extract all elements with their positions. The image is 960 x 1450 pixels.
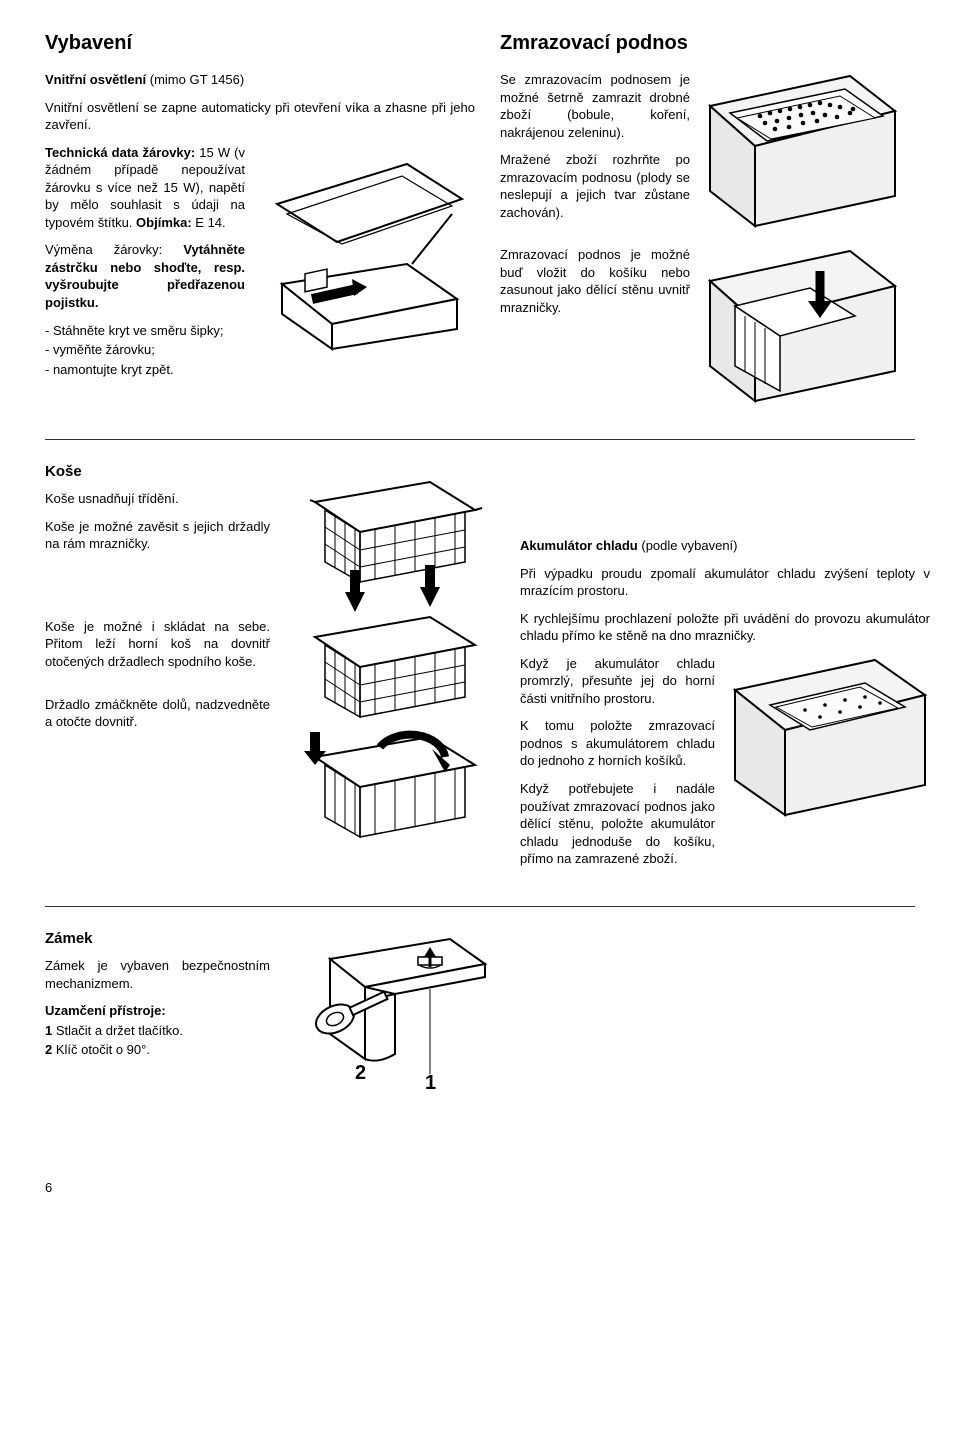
zamek-li2-n: 2	[45, 1042, 52, 1057]
lock-label-2: 2	[355, 1062, 366, 1084]
heading-akumulator: Akumulátor chladu	[520, 538, 638, 553]
heading-vybaveni: Vybavení	[45, 30, 475, 57]
figure-tray-divider	[705, 246, 900, 411]
kose-p4: Držadlo zmáčkněte dolů, nadzvedněte a ot…	[45, 696, 270, 731]
figure-lid-open	[257, 144, 472, 379]
lock-label-1: 1	[425, 1072, 436, 1094]
vymena-para: Výměna žárovky: Vytáhněte zástrčku nebo …	[45, 241, 245, 311]
zamek-p1: Zámek je vybaven bezpečnostním mechanizm…	[45, 957, 270, 992]
vymena-li2: - vyměňte žárovku;	[45, 341, 245, 359]
figure-lock: 2 1	[300, 929, 510, 1099]
kose-p1: Koše usnadňují třídění.	[45, 490, 270, 508]
akumulator-note: (podle vybavení)	[641, 538, 737, 553]
objimka-label: Objímka:	[136, 215, 192, 230]
tech-para: Technická data žárovky: 15 W (v žádném p…	[45, 144, 245, 232]
podnos-p1: Se zmrazovacím podnosem je možné šetrně …	[500, 71, 690, 141]
page-number: 6	[45, 1179, 915, 1197]
osvetleni-title: Vnitřní osvětlení	[45, 72, 146, 87]
vymena-li1: - Stáhněte kryt ve směru šipky;	[45, 322, 245, 340]
heading-zamek: Zámek	[45, 929, 270, 949]
tech-label: Technická data žárovky:	[45, 145, 195, 160]
vymena-label: Výměna žárovky:	[45, 242, 162, 257]
heading-podnos: Zmrazovací podnos	[500, 30, 915, 57]
akumulator-p3: Když je akumulátor chladu promrzlý, přes…	[520, 655, 715, 708]
kose-p3: Koše je možné i skládat na sebe. Přitom …	[45, 618, 270, 671]
podnos-p2: Mražené zboží rozhrňte po zmrazovacím po…	[500, 151, 690, 221]
zamek-li2: 2 Klíč otočit o 90°.	[45, 1041, 270, 1059]
figure-baskets	[300, 462, 490, 878]
osvetleni-title-line: Vnitřní osvětlení (mimo GT 1456)	[45, 71, 475, 89]
osvetleni-note: (mimo GT 1456)	[150, 72, 244, 87]
objimka-val: E 14.	[195, 215, 225, 230]
zamek-li2-t: Klíč otočit o 90°.	[56, 1042, 150, 1057]
zamek-li1-t: Stlačit a držet tlačítko.	[56, 1023, 183, 1038]
osvetleni-p1: Vnitřní osvětlení se zapne automaticky p…	[45, 99, 475, 134]
akumulator-p5: Když potřebujete i nadále používat zmraz…	[520, 780, 715, 868]
heading-kose: Koše	[45, 462, 270, 482]
separator	[45, 439, 915, 440]
zamek-li1: 1 Stlačit a držet tlačítko.	[45, 1022, 270, 1040]
akumulator-title-line: Akumulátor chladu (podle vybavení)	[520, 537, 930, 555]
figure-coldpack	[730, 655, 930, 878]
podnos-p3: Zmrazovací podnos je možné buď vložit do…	[500, 246, 690, 316]
figure-tray-berries	[705, 71, 900, 236]
vymena-li3: - namontujte kryt zpět.	[45, 361, 245, 379]
akumulator-p2: K rychlejšímu prochlazení položte při uv…	[520, 610, 930, 645]
separator-2	[45, 906, 915, 907]
zamek-uz-label: Uzamčení přístroje:	[45, 1002, 270, 1020]
akumulator-p4: K tomu položte zmrazovací podnos s akumu…	[520, 717, 715, 770]
kose-p2: Koše je možné zavěsit s jejich držadly n…	[45, 518, 270, 553]
zamek-li1-n: 1	[45, 1023, 52, 1038]
akumulator-p1: Při výpadku proudu zpomalí akumulátor ch…	[520, 565, 930, 600]
